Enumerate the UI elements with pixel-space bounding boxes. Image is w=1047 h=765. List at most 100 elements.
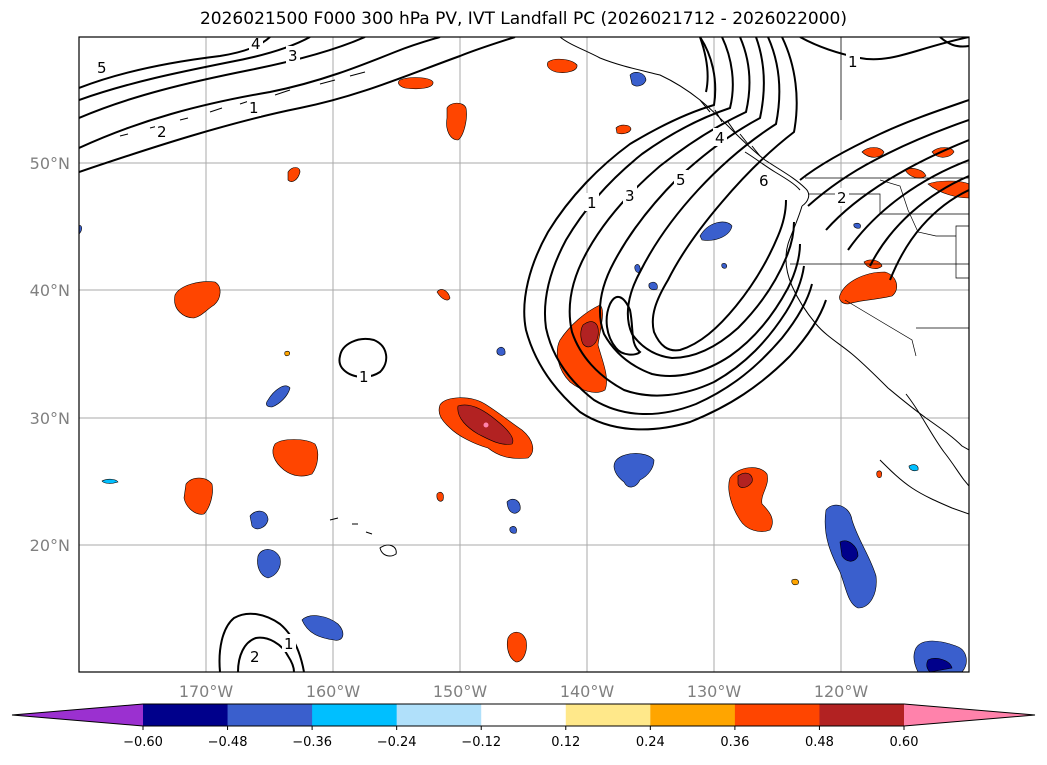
colorbar-tick-label: −0.36 bbox=[292, 735, 332, 750]
pv-blob bbox=[629, 71, 647, 87]
pv-negative-anomalies bbox=[79, 71, 967, 672]
contour-ridge-5 bbox=[626, 37, 795, 360]
pv-blob bbox=[509, 526, 517, 534]
contour-label: 1 bbox=[284, 635, 294, 653]
contour-ridge-2 bbox=[544, 37, 813, 416]
pv-blob bbox=[839, 271, 898, 305]
map-frame bbox=[78, 36, 970, 673]
colorbar-tick-label: 0.24 bbox=[636, 735, 665, 750]
contour-east-1 bbox=[799, 99, 969, 181]
pv-blob bbox=[287, 167, 301, 182]
pv-blob bbox=[931, 147, 955, 158]
colorbar: −0.60 −0.48 −0.36 −0.24 −0.12 0.12 0.24 0.36 0.4… bbox=[11, 703, 1036, 750]
colorbar-tick-label: 0.48 bbox=[805, 735, 834, 750]
contour-label: 5 bbox=[97, 59, 107, 77]
pv-blob bbox=[183, 477, 213, 515]
lon-label: 140°W bbox=[560, 682, 615, 701]
pv-blob bbox=[506, 631, 527, 663]
pv-blob bbox=[272, 439, 319, 477]
pv-blob bbox=[904, 168, 927, 179]
contour-label: 2 bbox=[157, 123, 167, 141]
contour-label: 2 bbox=[837, 189, 847, 207]
contour-east-2 bbox=[807, 119, 969, 207]
contour-label: 3 bbox=[288, 47, 298, 65]
lon-label: 130°W bbox=[687, 682, 742, 701]
pv-blob bbox=[908, 464, 919, 472]
contour-east-6 bbox=[889, 189, 969, 281]
colorbar-segment bbox=[819, 704, 905, 726]
pv-blob bbox=[496, 346, 506, 356]
contour-east-3 bbox=[825, 139, 969, 231]
pv-blob bbox=[791, 578, 799, 586]
contour-east-4 bbox=[847, 159, 969, 251]
contour-label: 1 bbox=[249, 99, 259, 117]
map-title: 2026021500 F000 300 hPa PV, IVT Landfall… bbox=[199, 9, 847, 29]
contour-island-1 bbox=[338, 338, 388, 378]
contour-north-2 bbox=[79, 37, 441, 149]
contour-ridge-4 bbox=[598, 37, 801, 377]
lon-label: 170°W bbox=[179, 682, 234, 701]
map-background bbox=[79, 37, 969, 672]
pv-blob-core bbox=[839, 540, 859, 562]
colorbar-segment bbox=[481, 704, 567, 726]
pv-blob bbox=[853, 222, 861, 229]
alaska-islands bbox=[119, 71, 366, 137]
contour-east-5 bbox=[869, 175, 969, 267]
contour-label: 1 bbox=[587, 194, 597, 212]
colorbar-segment bbox=[734, 704, 820, 726]
pv-blob bbox=[249, 510, 269, 530]
contour-ridge-1 bbox=[523, 37, 827, 431]
lat-label: 50°N bbox=[30, 154, 70, 173]
contour-sw-1 bbox=[237, 636, 295, 672]
contour-label: 4 bbox=[251, 35, 261, 53]
colorbar-extend-min bbox=[12, 704, 143, 726]
contour-ne-1 bbox=[799, 37, 969, 61]
lon-label: 160°W bbox=[306, 682, 361, 701]
pv-blob-core bbox=[580, 321, 599, 348]
pv-blob bbox=[861, 147, 885, 158]
pv-blob bbox=[257, 549, 281, 579]
pv-blob bbox=[506, 498, 521, 514]
colorbar-segment bbox=[565, 704, 651, 726]
na-west-coast bbox=[785, 205, 969, 451]
contour-label: 1 bbox=[359, 368, 369, 386]
contour-label: 3 bbox=[625, 187, 635, 205]
lon-label: 120°W bbox=[814, 682, 869, 701]
pv-blob bbox=[547, 58, 578, 73]
pv-blob bbox=[613, 453, 655, 488]
contour-labels: 5 4 3 2 1 1 3 5 4 6 2 1 1 2 bbox=[95, 35, 860, 666]
colorbar-tick-label: −0.12 bbox=[461, 735, 501, 750]
contour-label: 6 bbox=[759, 172, 769, 190]
pv-blob-core bbox=[737, 472, 753, 488]
contour-north-3 bbox=[79, 37, 366, 119]
contour-ridge-6 bbox=[651, 37, 798, 352]
pv-blob bbox=[446, 102, 467, 141]
colorbar-segment bbox=[312, 704, 398, 726]
mexico-coast bbox=[879, 459, 969, 515]
contour-ridge-inner bbox=[605, 37, 709, 356]
pv-blob bbox=[284, 350, 290, 357]
pv-blob bbox=[876, 470, 882, 478]
pv-blob bbox=[436, 289, 451, 301]
contour-label: 2 bbox=[250, 648, 260, 666]
pv-blob bbox=[436, 491, 444, 502]
contour-ne-2 bbox=[939, 37, 969, 48]
pv-blob bbox=[174, 281, 221, 319]
pv-blob bbox=[699, 221, 733, 241]
contour-label: 4 bbox=[715, 129, 725, 147]
longitude-labels: 170°W 160°W 150°W 140°W 130°W 120°W bbox=[179, 682, 869, 701]
pv-blob-core bbox=[926, 658, 953, 672]
colorbar-tick-label: 0.60 bbox=[890, 735, 919, 750]
contour-label: 1 bbox=[848, 53, 858, 71]
vancouver-island bbox=[744, 151, 801, 191]
colorbar-tick-label: 0.12 bbox=[551, 735, 580, 750]
lon-label: 150°W bbox=[433, 682, 488, 701]
colorbar-segment bbox=[650, 704, 736, 726]
lat-label: 20°N bbox=[30, 536, 70, 555]
hawaii-islands bbox=[329, 517, 397, 557]
colorbar-tick-label: 0.36 bbox=[720, 735, 749, 750]
pv-blob bbox=[301, 615, 344, 641]
latitude-labels: 50°N 40°N 30°N 20°N bbox=[30, 154, 70, 555]
colorbar-segment bbox=[396, 704, 482, 726]
